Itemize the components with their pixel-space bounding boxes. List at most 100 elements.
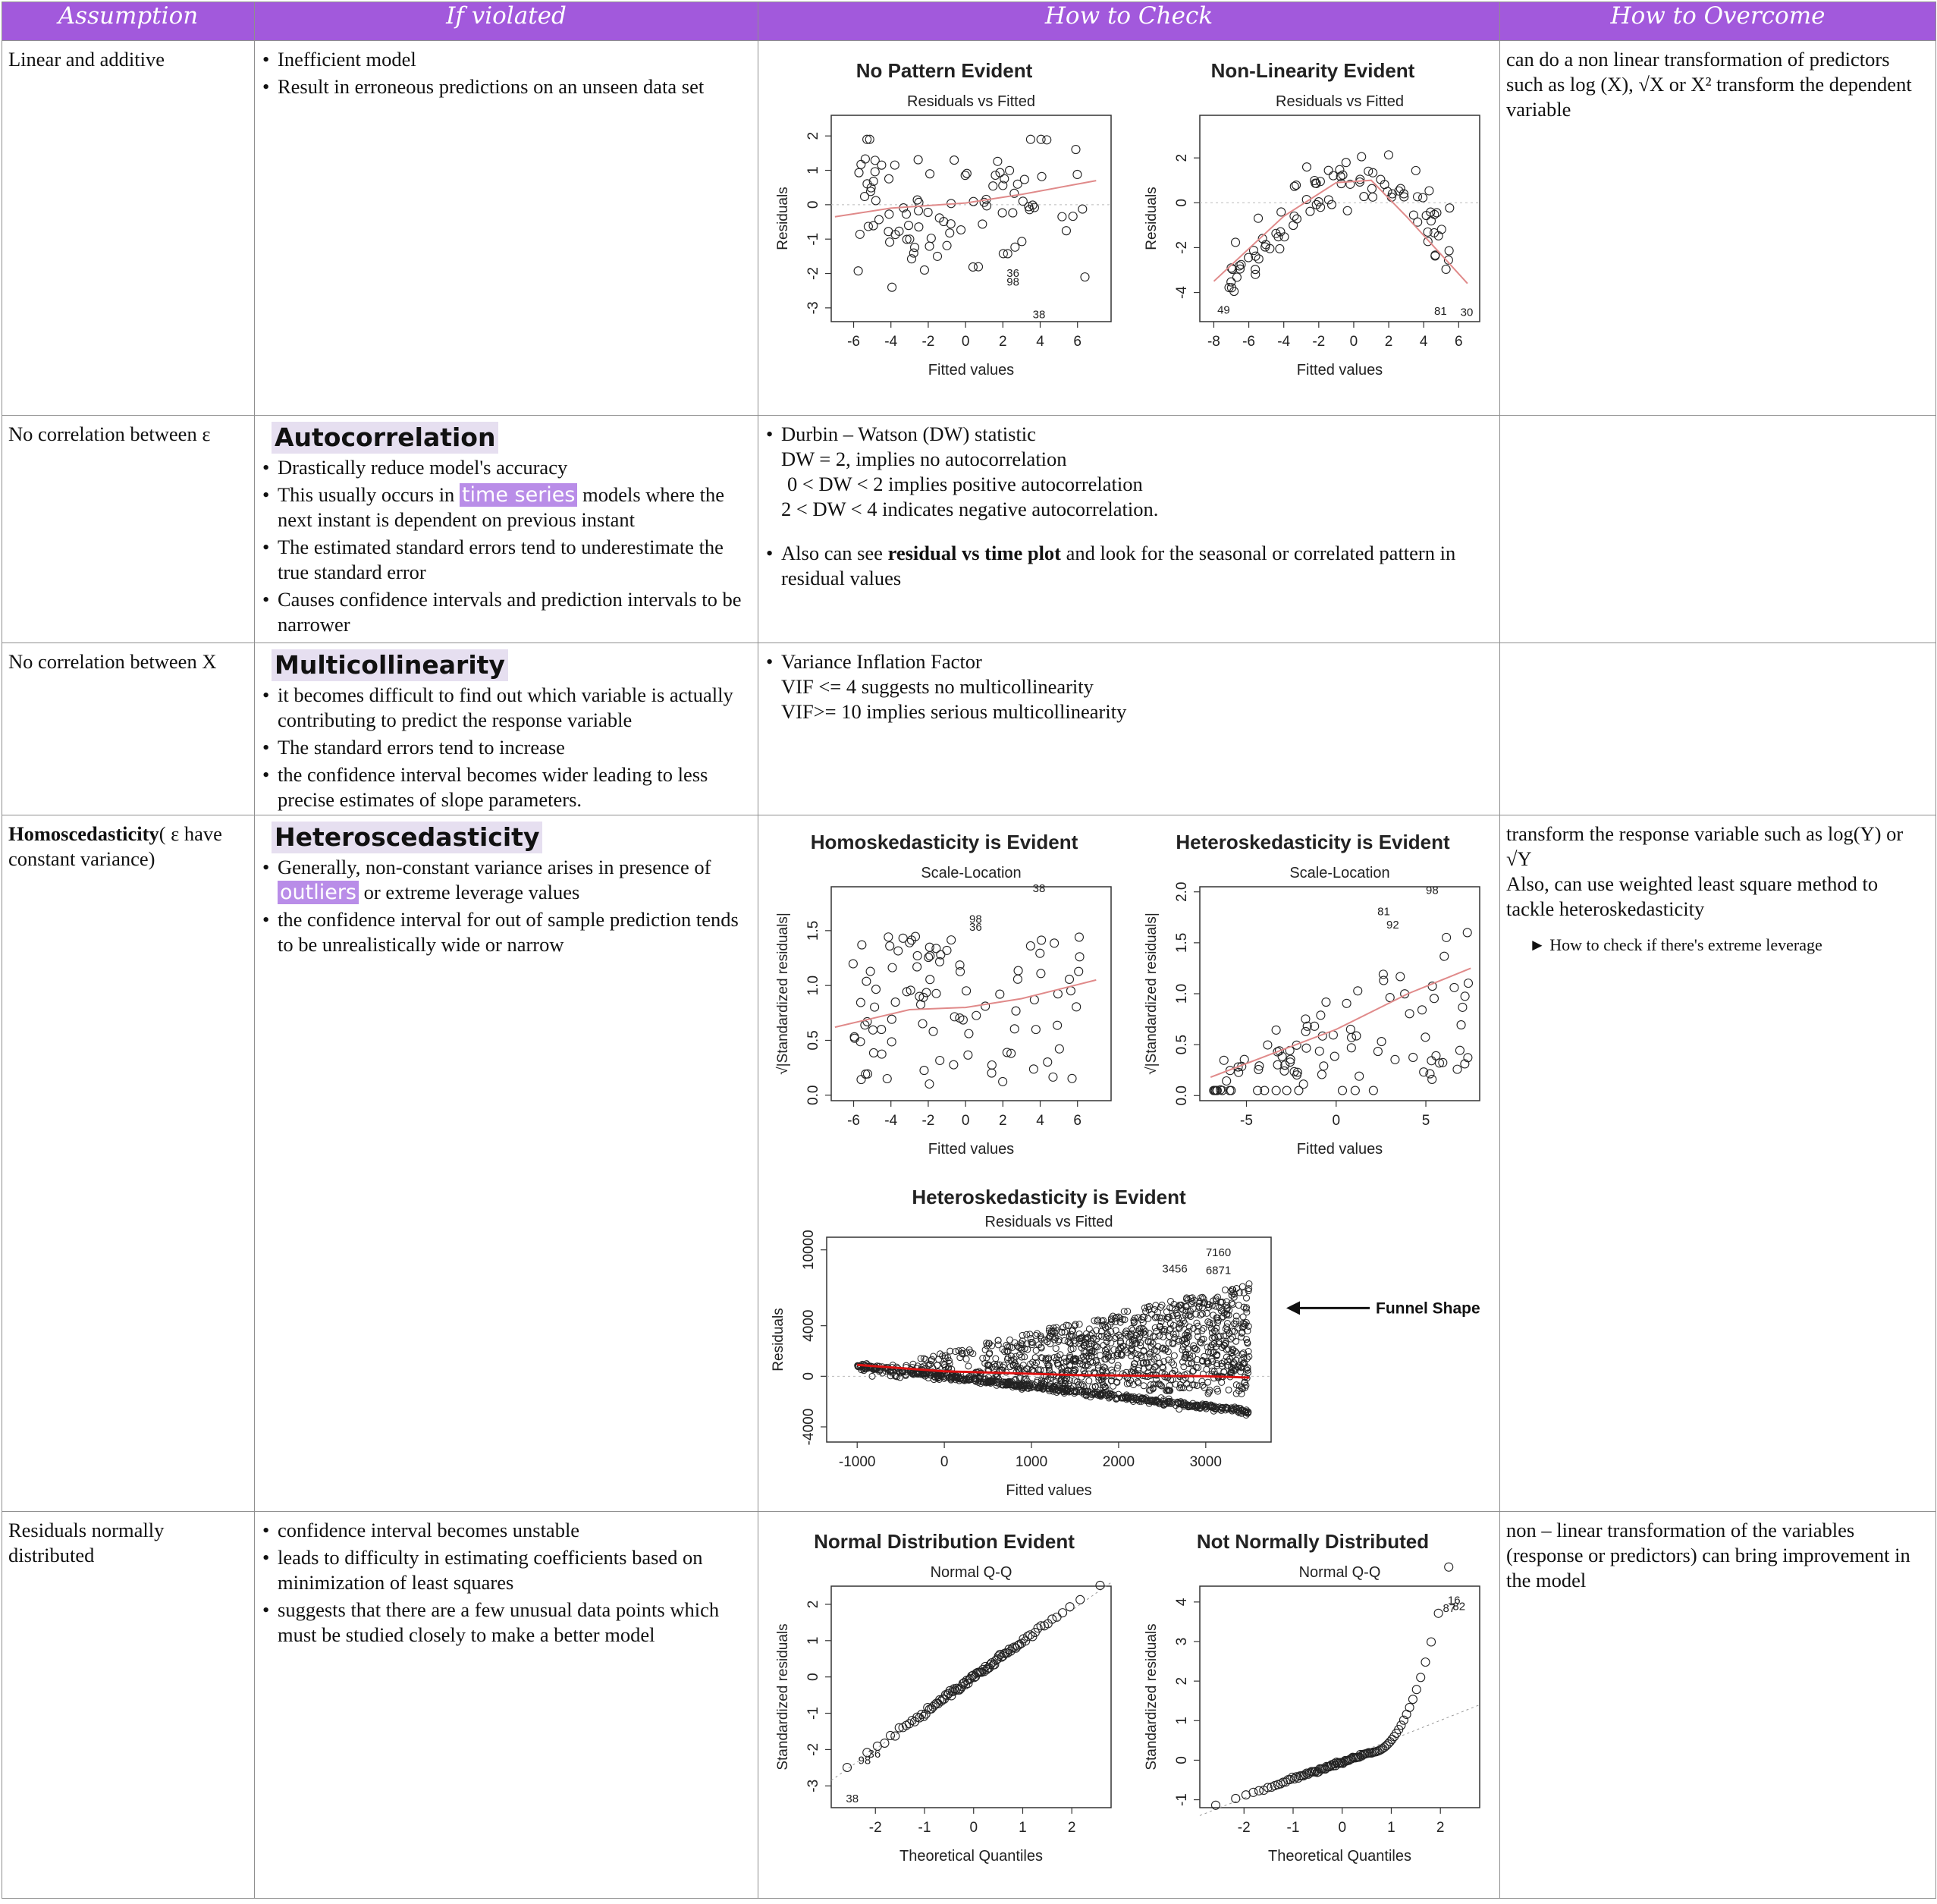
data-point — [1301, 1014, 1311, 1024]
data-point — [1118, 1352, 1125, 1359]
data-point — [1173, 1331, 1180, 1338]
x-tick-label: 2 — [1385, 334, 1393, 350]
data-point — [1035, 1341, 1043, 1349]
data-point — [1052, 1612, 1062, 1622]
data-point — [1103, 1345, 1111, 1353]
data-point — [1263, 1783, 1273, 1792]
data-point — [1212, 1405, 1220, 1412]
data-point — [1178, 1305, 1185, 1312]
data-point — [1066, 986, 1075, 996]
data-point — [1107, 1393, 1115, 1400]
data-point — [1231, 1327, 1238, 1335]
data-point — [1233, 1062, 1243, 1072]
data-point — [1128, 1330, 1135, 1337]
data-point — [856, 159, 866, 169]
data-point — [1319, 1061, 1329, 1071]
data-point — [912, 950, 922, 961]
x-tick-label: -4 — [1277, 334, 1290, 350]
data-point — [1449, 982, 1459, 992]
data-point — [1151, 1381, 1158, 1388]
data-point — [1114, 1362, 1122, 1369]
data-point — [1242, 1409, 1249, 1416]
y-tick-label: -1 — [805, 233, 821, 246]
data-point — [969, 1350, 977, 1358]
plot-frame — [830, 115, 1112, 322]
y-axis-label: √|Standardized residuals| — [1144, 913, 1160, 1075]
chart-title: Scale-Location — [1289, 865, 1389, 881]
data-point — [1082, 1330, 1090, 1337]
data-point — [1013, 966, 1023, 976]
list-item: Drastically reduce model's accuracy — [261, 455, 752, 480]
data-point — [1113, 1364, 1121, 1371]
data-point — [1147, 1359, 1155, 1366]
y-axis-label: Standardized residuals — [1144, 1623, 1160, 1770]
data-point — [1175, 1336, 1182, 1343]
data-point — [1424, 186, 1434, 196]
data-point — [1149, 1366, 1157, 1374]
data-point — [1282, 1086, 1292, 1095]
data-point — [1124, 1308, 1132, 1315]
data-point — [1251, 265, 1260, 275]
data-point — [925, 975, 935, 985]
data-point — [1189, 1367, 1197, 1375]
data-point — [1075, 1321, 1083, 1328]
y-tick-label: 1 — [805, 1637, 821, 1645]
data-point — [1364, 166, 1373, 176]
data-point — [915, 1370, 922, 1378]
data-point — [1060, 1354, 1068, 1362]
point-label: 38 — [1033, 308, 1046, 321]
list-item: leads to difficulty in estimating coeffi… — [261, 1545, 752, 1595]
data-point — [1070, 1369, 1078, 1377]
data-point — [1232, 1381, 1240, 1389]
data-point — [1009, 1361, 1017, 1368]
data-point — [1019, 1341, 1026, 1349]
data-point — [992, 1355, 1000, 1362]
data-point — [1148, 1398, 1156, 1406]
header-how-to-check: How to Check — [758, 2, 1500, 41]
data-point — [1185, 1323, 1193, 1331]
data-point — [1096, 1352, 1103, 1359]
data-point — [870, 167, 880, 177]
data-point — [1147, 1353, 1154, 1361]
data-point — [1131, 1360, 1138, 1368]
data-point — [861, 1069, 871, 1079]
data-point — [1184, 1345, 1191, 1353]
data-point — [1254, 1786, 1264, 1796]
data-point — [939, 1353, 947, 1360]
x-tick-label: -1 — [918, 1820, 931, 1836]
data-point — [1177, 1398, 1185, 1406]
leverage-link[interactable]: ► How to check if there's extreme levera… — [1529, 935, 1822, 954]
data-point — [1012, 974, 1022, 984]
data-point — [1009, 1343, 1016, 1351]
text: This usually occurs in — [278, 483, 455, 506]
data-point — [902, 1371, 909, 1379]
data-point — [1367, 192, 1378, 202]
data-point — [1444, 246, 1454, 256]
data-point — [1080, 1367, 1088, 1375]
point-label: 81 — [1434, 305, 1447, 318]
data-point — [1019, 1634, 1028, 1644]
data-point — [1080, 1356, 1088, 1364]
data-point — [1060, 1384, 1067, 1392]
y-tick-label: 0 — [1174, 1756, 1190, 1764]
data-point — [1216, 1085, 1226, 1095]
data-point — [1128, 1325, 1135, 1333]
data-point — [1007, 1643, 1017, 1653]
data-point — [1204, 1390, 1212, 1397]
data-point — [1164, 1386, 1172, 1393]
data-point — [918, 992, 928, 1002]
data-point — [918, 1711, 929, 1721]
data-point — [1220, 1358, 1228, 1365]
x-axis-label: Theoretical Quantiles — [899, 1848, 1043, 1865]
data-point — [1243, 1294, 1251, 1302]
chart-non-linearity: Non-Linearity Evident Residuals vs Fitted… — [1144, 59, 1480, 379]
data-point — [1075, 1340, 1083, 1347]
data-point — [1439, 951, 1449, 961]
data-point — [1046, 1382, 1053, 1390]
data-point — [1134, 1314, 1141, 1321]
data-point — [1225, 1386, 1232, 1393]
data-point — [1213, 1362, 1221, 1369]
data-point — [1298, 1079, 1308, 1089]
data-point — [1342, 998, 1352, 1008]
data-point — [1066, 1362, 1074, 1370]
